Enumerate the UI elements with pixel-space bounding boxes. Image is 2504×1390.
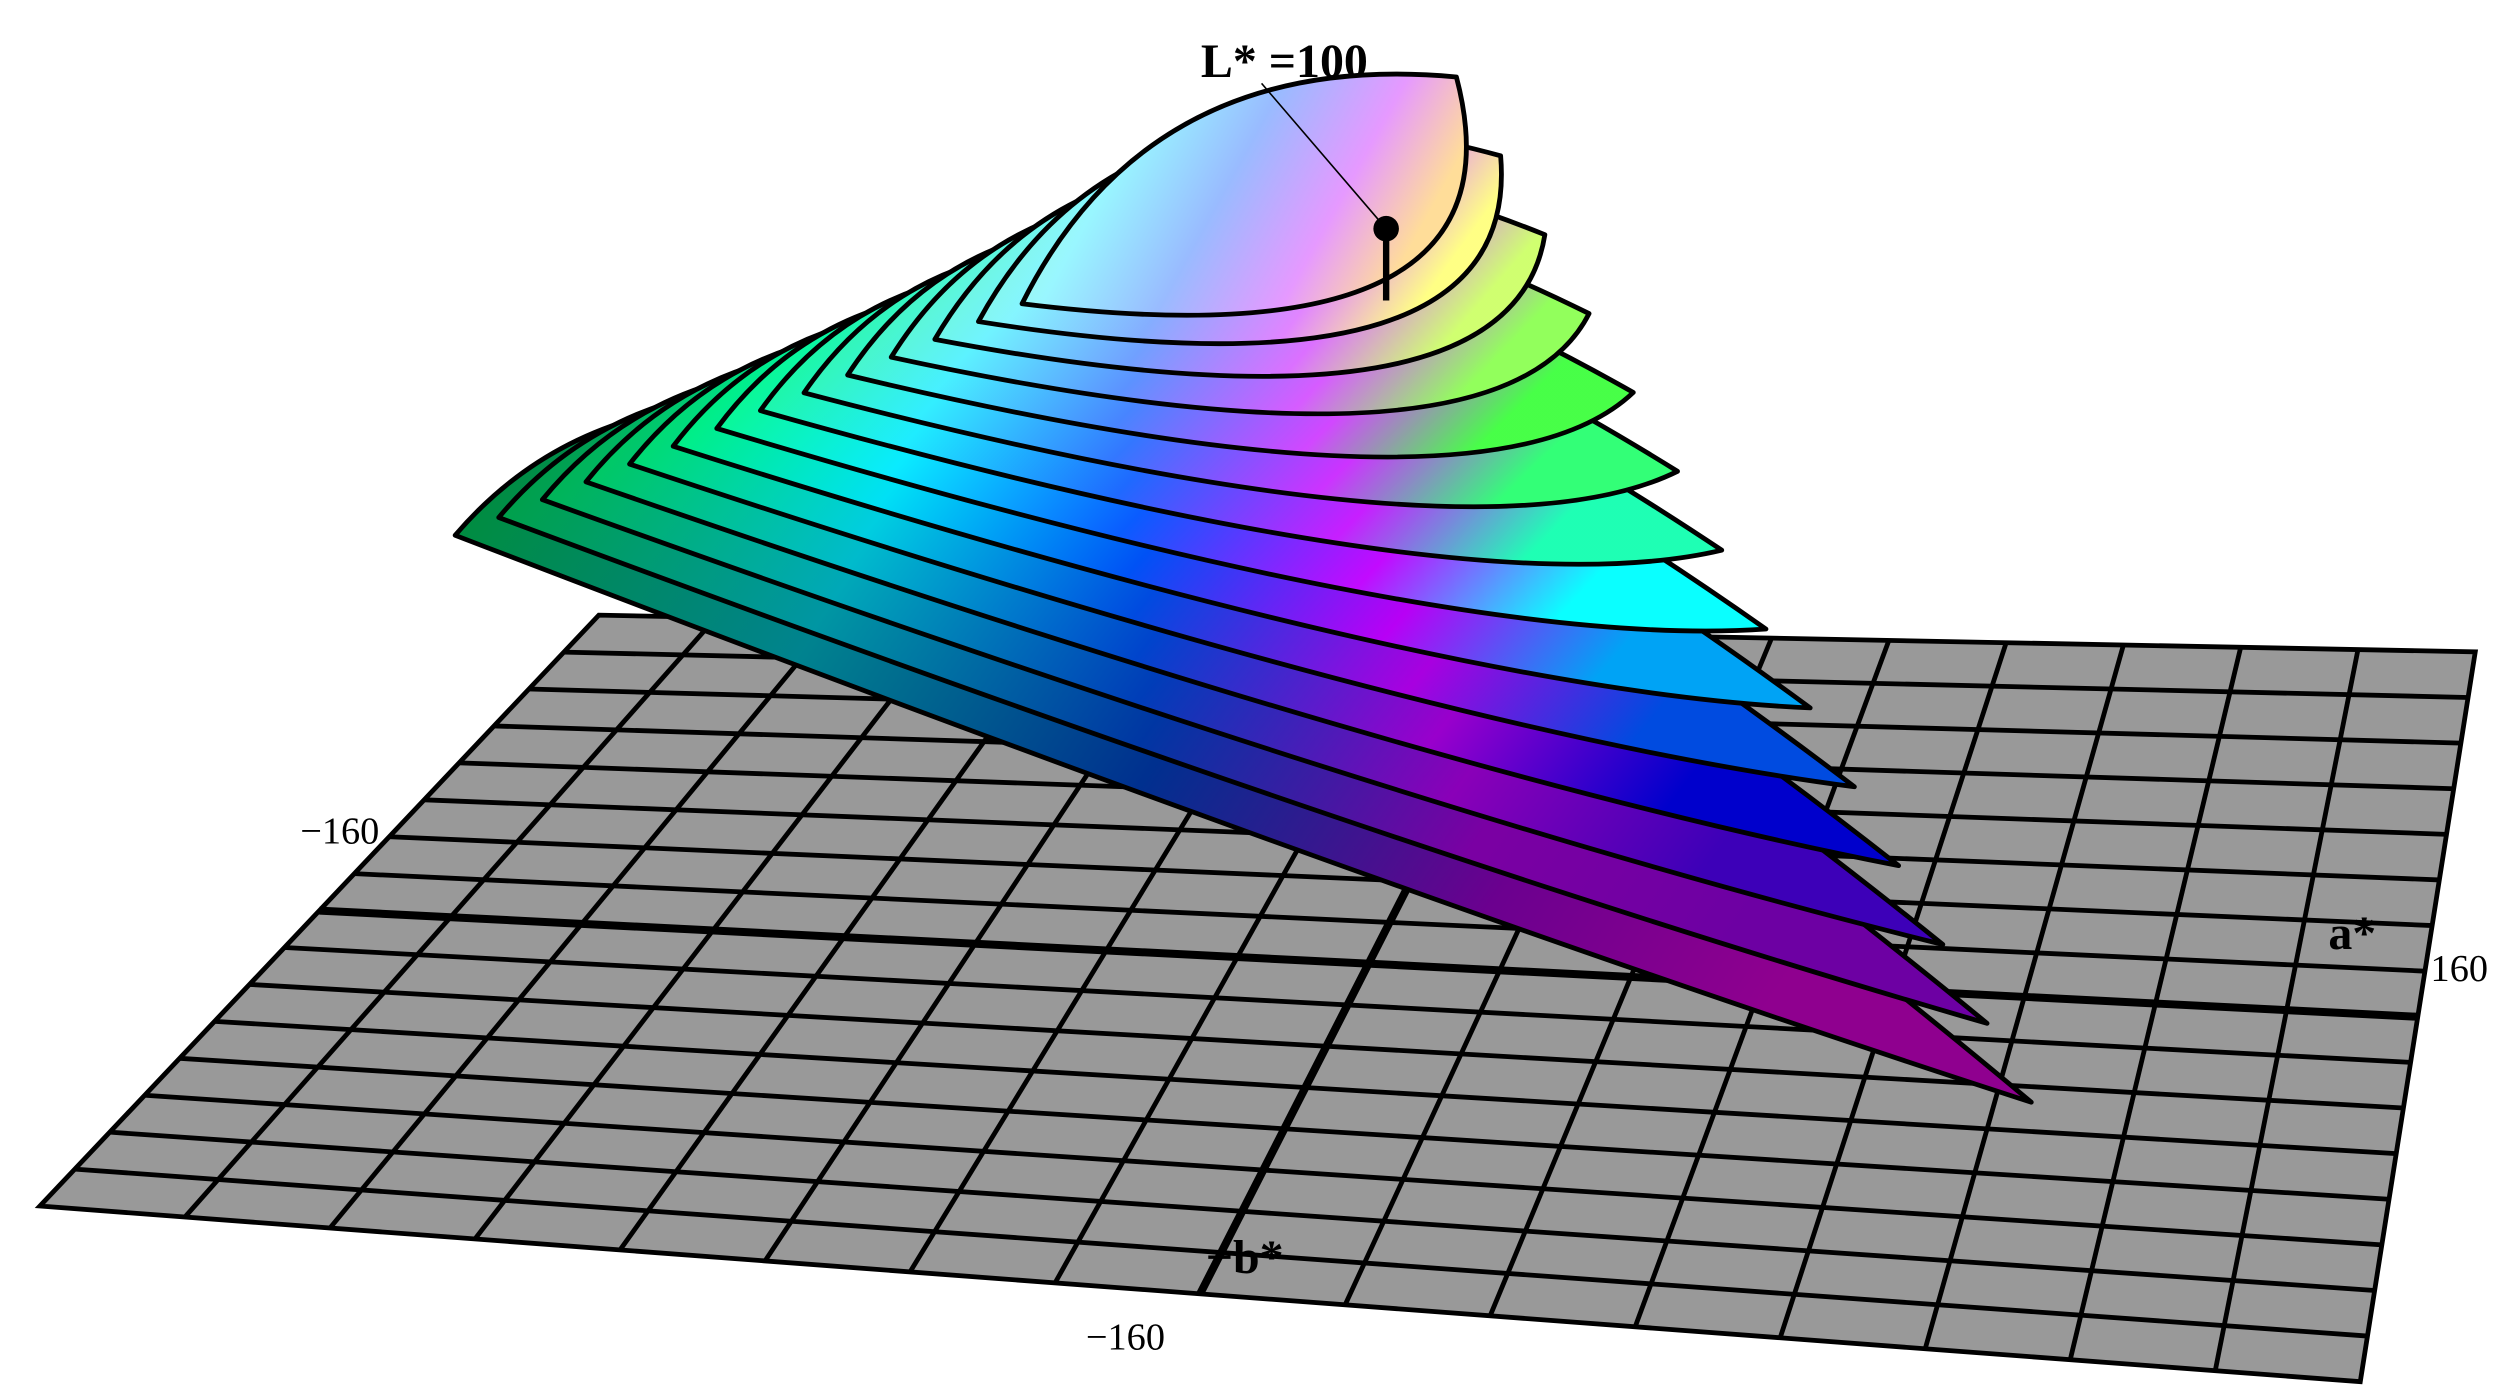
a-max-label: 160	[2431, 948, 2488, 990]
grid-line	[109, 1129, 2375, 1293]
gamut-slice	[1019, 71, 1469, 318]
grid-line	[2212, 649, 2361, 1372]
white-point	[1373, 215, 1399, 242]
ab-plane	[34, 612, 2479, 1385]
grid-line	[74, 1166, 2368, 1339]
grid-line	[319, 906, 2418, 1021]
white-point-marker	[1260, 82, 1399, 301]
leader-line	[1260, 82, 1387, 230]
grid-line	[249, 982, 2404, 1111]
grid-line	[144, 1092, 2382, 1248]
grid-line	[2067, 646, 2244, 1361]
grid-line	[284, 945, 2411, 1065]
b-min-label: −160	[1086, 1317, 1165, 1359]
b-axis-label: −b*	[1206, 1231, 1284, 1284]
lightness-label: L* =100	[1201, 35, 1368, 88]
gamut-slices	[452, 71, 2034, 1105]
a-axis-label: a*	[2328, 907, 2376, 960]
grid-line	[214, 1018, 2397, 1157]
grid-line	[179, 1055, 2390, 1202]
grid-line	[1922, 644, 2126, 1350]
a-min-label: −160	[300, 811, 379, 853]
